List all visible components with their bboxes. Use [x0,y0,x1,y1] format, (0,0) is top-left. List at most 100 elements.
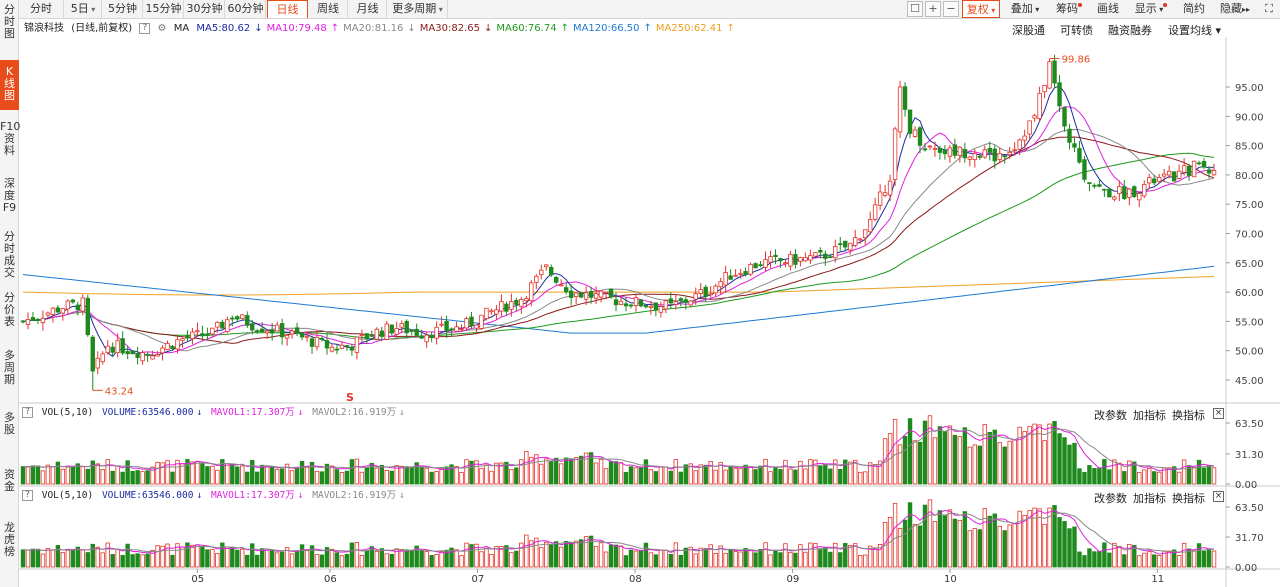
price-label: 85.00 [1235,142,1264,153]
help-button[interactable]: ? [139,22,151,34]
volume-bar [55,545,61,568]
volume-bar [220,542,225,568]
period-tab-3[interactable]: 15分钟 [144,0,184,18]
volume-bar [259,464,265,485]
candle-body [404,321,409,334]
vol2-mavol2-arrow: ↓ [399,490,405,501]
volume-bar [459,555,464,568]
sidebar-tab-1[interactable]: K 线 图 [0,60,19,110]
candle-body [1211,170,1217,176]
sidebar-tab-7[interactable]: 多 股 [4,411,15,436]
vol1-switch-indicator-button[interactable]: 换指标 [1172,409,1205,422]
vol2-close-icon[interactable]: × [1213,491,1224,502]
vol1-change-params-button[interactable]: 改参数 [1094,409,1127,422]
sidebar-tab-9[interactable]: 龙 虎 榜 [4,521,15,558]
volume-bar [105,459,110,485]
candle-body [205,333,210,336]
volume-bar [499,545,504,568]
vol1-help-button[interactable]: ? [22,407,33,418]
volume-bar [683,547,688,568]
volume-bar [324,547,330,568]
zoom-in-button[interactable]: + [925,1,941,17]
sidebar-tab-5[interactable]: 分 价 表 [4,291,15,328]
volume-bar [504,461,509,485]
volume-bar [1152,471,1157,485]
volume-bar [75,546,81,568]
volume-bar [828,468,833,485]
sidebar-tab-3[interactable]: 深 度 F9 [2,177,17,214]
right-link-2[interactable]: 融资融券 [1108,24,1152,37]
ma-arrow-0: ↓ [254,23,263,34]
vol2-help-button[interactable]: ? [22,490,33,501]
candle-body [364,333,370,339]
vol2-add-indicator-button[interactable]: 加指标 [1133,492,1166,505]
zoom-out-button[interactable]: − [943,1,959,17]
period-tab-8[interactable]: 月线 [349,0,387,18]
volume-bar [972,528,978,568]
volume-bar [922,504,928,568]
volume-bar [773,550,778,568]
vol1-volume: VOLUME:63546.000 [101,407,194,418]
volume-bar [554,541,559,568]
vol1-add-indicator-button[interactable]: 加指标 [1133,409,1166,422]
sidebar-tab-8[interactable]: 资 金 [4,468,15,493]
huaxian-button[interactable]: 画线 [1097,2,1119,15]
period-tab-0[interactable]: 分时 [19,0,64,18]
sidebar-tab-2[interactable]: F10 资 料 [0,120,21,157]
period-tab-6[interactable]: 日线 [267,0,308,18]
volume-bar [279,551,285,568]
fuquan-dropdown[interactable]: 复权 ▾ [962,0,1000,18]
volume-bar [489,470,494,485]
candle-body [394,327,399,335]
candle-body [673,301,679,305]
volume-bar [1077,551,1082,568]
candle-body [643,304,649,308]
vol1-close-icon[interactable]: × [1213,408,1224,419]
candle-body [583,292,589,300]
volume-bar [748,550,753,568]
gear-icon[interactable]: ⚙ [157,23,167,34]
period-tab-4[interactable]: 30分钟 [185,0,225,18]
volume-bar [912,524,918,568]
period-tab-9[interactable]: 更多周期 ▾ [388,0,448,18]
candle-body [349,346,355,351]
candle-body [110,346,115,353]
period-tab-7[interactable]: 周线 [309,0,348,18]
volume-bar [763,458,768,485]
sidebar-tab-6[interactable]: 多 周 期 [4,349,15,386]
sidebar-tab-4[interactable]: 分 时 成 交 [4,230,15,279]
period-tab-5[interactable]: 60分钟 [226,0,266,18]
candle-body [977,155,982,158]
volume-bar [539,463,544,485]
kline-chart-area[interactable]: 95.00 90.00 85.00 80.00 75.00 70.00 65.00 60.00… [19,19,1280,587]
right-link-0[interactable]: 深股通 [1012,24,1045,37]
volume-bar [1097,550,1102,568]
candle-body [90,336,95,372]
volume-bar [733,551,738,568]
candle-body [45,312,51,316]
yincang-button[interactable]: 隐藏▸▸ [1215,0,1255,18]
chouma-button[interactable]: 筹码 [1052,0,1086,18]
xianshi-dropdown[interactable]: 显示 ▾ [1130,0,1172,18]
candle-body [524,298,529,302]
volume-bar [1127,543,1132,568]
candle-body [1032,115,1037,119]
sidebar-tab-0[interactable]: 分 时 图 [4,3,15,40]
volume-bar [140,554,145,568]
volume-bar [1196,543,1202,568]
volume-bar [65,549,71,568]
jianyue-button[interactable]: 简约 [1183,2,1205,15]
lock-icon[interactable]: ☐ [907,1,923,17]
period-tab-1[interactable]: 5日 ▾ [65,0,102,18]
volume-bar [768,554,773,568]
ma60-line [22,152,1215,341]
right-link-3[interactable]: 设置均线 ▾ [1168,24,1222,37]
period-tab-2[interactable]: 5分钟 [103,0,143,18]
vol2-change-params-button[interactable]: 改参数 [1094,492,1127,505]
volume-bar [778,552,783,568]
volume-bar [598,458,604,485]
vol2-switch-indicator-button[interactable]: 换指标 [1172,492,1205,505]
right-link-1[interactable]: 可转债 [1060,24,1093,37]
fullscreen-icon[interactable]: ⛶ [1265,2,1273,15]
diejia-dropdown[interactable]: 叠加 ▾ [1004,0,1046,18]
